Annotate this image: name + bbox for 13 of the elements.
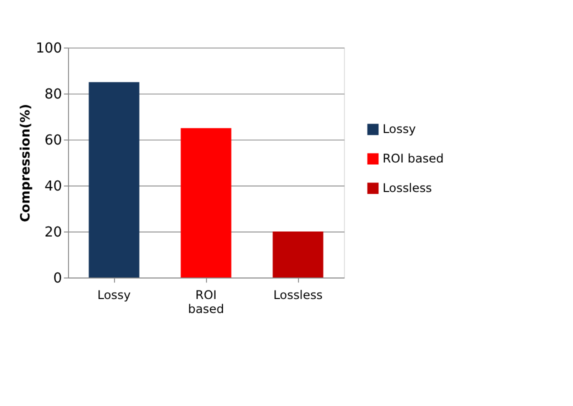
legend-label: ROI based [382,152,444,166]
y-tick-label: 40 [44,178,62,195]
y-tick-label: 0 [53,270,62,287]
x-tick-label: ROI based [188,288,224,316]
y-tick-label: 80 [44,86,62,103]
x-tick-label: Lossless [273,288,323,302]
x-tick-label: Lossy [97,288,131,302]
y-tick-label: 20 [44,224,62,241]
legend-label: Lossless [382,180,432,195]
y-tick-label: 100 [36,40,62,57]
legend-label: Lossy [382,122,416,136]
y-axis-title: Compression(%) [18,104,34,222]
y-tick-label: 60 [44,132,62,149]
